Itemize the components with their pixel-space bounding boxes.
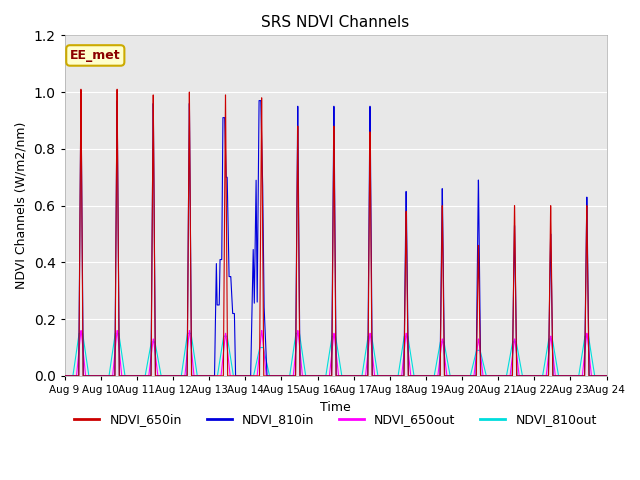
Text: EE_met: EE_met: [70, 49, 120, 62]
Y-axis label: NDVI Channels (W/m2/nm): NDVI Channels (W/m2/nm): [15, 122, 28, 289]
Title: SRS NDVI Channels: SRS NDVI Channels: [262, 15, 410, 30]
Legend: NDVI_650in, NDVI_810in, NDVI_650out, NDVI_810out: NDVI_650in, NDVI_810in, NDVI_650out, NDV…: [69, 408, 602, 431]
X-axis label: Time: Time: [320, 400, 351, 413]
